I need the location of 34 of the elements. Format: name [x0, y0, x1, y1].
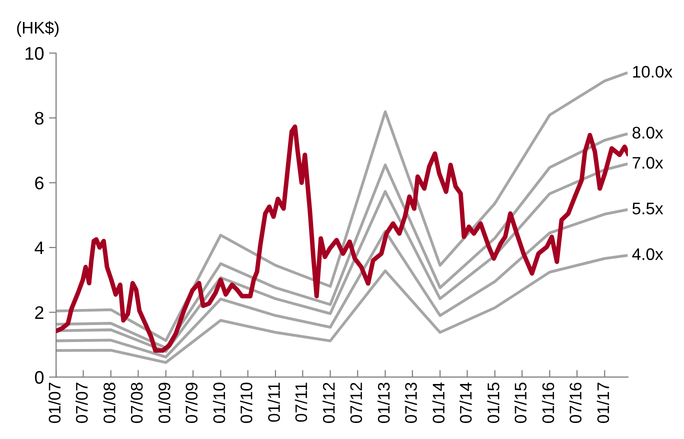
series-label: 7.0x — [632, 156, 664, 169]
x-tick-label: 01/09 — [158, 382, 170, 424]
x-tick-label: 01/12 — [322, 382, 335, 424]
series-label: 10.0x — [633, 66, 672, 78]
y-tick-label: 10 — [26, 47, 44, 60]
x-tick-label: 01/07 — [48, 382, 61, 424]
x-tick-label: 01/15 — [487, 382, 500, 424]
y-axis-title: (HK$) — [17, 21, 59, 37]
x-tick-label: 07/14 — [459, 382, 472, 424]
x-tick-label: 07/13 — [404, 382, 417, 424]
y-tick-label: 8 — [35, 112, 44, 125]
x-tick-label: 01/13 — [377, 382, 390, 424]
x-tick-label: 01/10 — [212, 382, 226, 424]
y-tick-label: 2 — [35, 306, 44, 319]
x-tick-label: 07/10 — [240, 382, 252, 424]
x-tick-label: 07/11 — [294, 382, 308, 422]
series-label: 4.0x — [632, 248, 664, 260]
x-tick-label: 01/14 — [432, 382, 445, 424]
y-tick-label: 6 — [35, 176, 44, 190]
x-tick-label: 01/17 — [596, 382, 610, 424]
x-tick-label: 01/08 — [103, 382, 116, 424]
series-label: 5.5x — [632, 202, 664, 214]
x-tick-label: 07/15 — [514, 382, 527, 424]
x-tick-label: 01/16 — [542, 382, 554, 424]
x-tick-label: 07/08 — [130, 382, 143, 424]
x-tick-label: 07/09 — [185, 382, 198, 424]
x-tick-label: 07/07 — [76, 382, 88, 424]
series-label: 8.0x — [632, 126, 664, 139]
x-tick-label: 07/12 — [350, 382, 362, 424]
y-tick-label: 0 — [34, 371, 44, 384]
y-tick-label: 4 — [34, 242, 44, 254]
x-tick-label: 01/11 — [268, 382, 280, 422]
line-series — [56, 254, 628, 364]
x-tick-label: 07/16 — [569, 382, 582, 424]
